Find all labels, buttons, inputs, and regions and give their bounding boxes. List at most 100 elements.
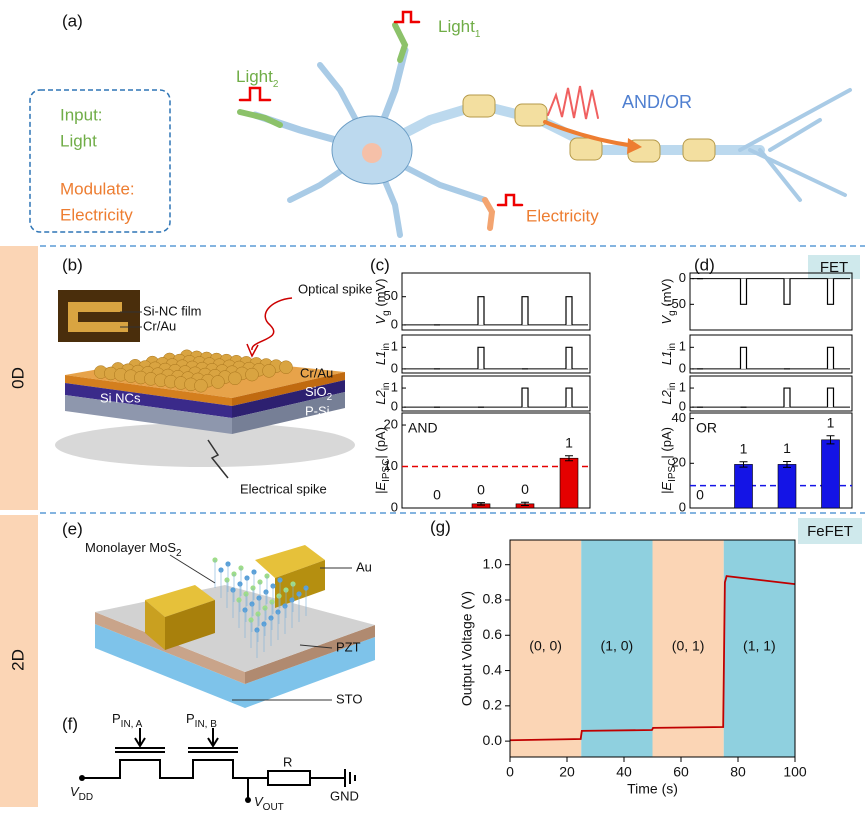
bar bbox=[734, 464, 753, 509]
y-tick-label: 1 bbox=[679, 339, 686, 354]
panel-label: (d) bbox=[694, 255, 715, 274]
electrode-label: Au bbox=[356, 559, 372, 574]
plot-frame bbox=[401, 412, 591, 509]
circuit bbox=[82, 728, 356, 800]
y-tick-label: 0.4 bbox=[483, 661, 503, 677]
label-main: L1 bbox=[659, 351, 674, 365]
label-unit: | (pA) bbox=[373, 427, 388, 459]
logic-label: AND bbox=[408, 420, 438, 436]
resistor bbox=[267, 770, 311, 786]
line bbox=[509, 575, 796, 742]
label-main: |E bbox=[373, 482, 388, 494]
electrical-arrow bbox=[207, 439, 229, 479]
error-bar bbox=[783, 461, 791, 468]
region bbox=[581, 540, 653, 757]
myelin bbox=[514, 103, 548, 127]
label-main: L1 bbox=[373, 351, 388, 365]
electrode bbox=[165, 600, 215, 650]
ferro-label: PZT bbox=[336, 639, 361, 654]
region bbox=[510, 540, 582, 757]
substrate-label: P-Si bbox=[305, 403, 330, 418]
input-value: Light bbox=[60, 131, 97, 150]
plot-frame bbox=[509, 539, 796, 758]
electrode bbox=[145, 600, 165, 650]
ground bbox=[310, 769, 356, 787]
y-tick-label: 20 bbox=[672, 455, 686, 470]
y-tick-label: 0 bbox=[391, 316, 398, 331]
layer-crau bbox=[65, 375, 232, 406]
light1-label: Light1 bbox=[438, 17, 481, 39]
region-label: (0, 1) bbox=[672, 638, 705, 654]
row-label: 2D bbox=[8, 649, 27, 671]
device-stack bbox=[65, 349, 345, 434]
x-axis-label: Time (s) bbox=[627, 781, 678, 797]
label-main: Monolayer MoS bbox=[85, 540, 176, 555]
optical-arrow bbox=[251, 297, 293, 351]
spike-train bbox=[547, 85, 599, 120]
modulate-value: Electricity bbox=[60, 205, 133, 224]
electrode bbox=[255, 545, 325, 578]
y-axis-label: L1in bbox=[373, 343, 391, 365]
label-unit: (mV) bbox=[659, 278, 674, 310]
bar bbox=[777, 464, 797, 509]
label-sub: IPSC bbox=[667, 459, 678, 482]
arrowhead bbox=[246, 343, 259, 358]
y-tick-label: 1 bbox=[391, 339, 398, 354]
label-main: V bbox=[373, 315, 388, 325]
region-label: (1, 1) bbox=[743, 638, 776, 654]
layer-crau bbox=[232, 372, 345, 406]
y-axis-label: L2in bbox=[373, 382, 391, 404]
myelin bbox=[462, 94, 496, 118]
nanocrystal bbox=[228, 371, 242, 386]
gate bbox=[115, 747, 238, 753]
y-tick-label: 50 bbox=[384, 288, 398, 303]
label-sub: 1 bbox=[475, 29, 481, 40]
arrow bbox=[543, 120, 637, 148]
x-tick-label: 60 bbox=[673, 764, 689, 780]
label-main: L2 bbox=[659, 389, 674, 404]
y-tick-label: 10 bbox=[384, 458, 398, 473]
error-bar bbox=[826, 435, 835, 445]
y-tick-label: 0 bbox=[679, 399, 686, 414]
synapse bbox=[392, 22, 409, 63]
pulse-icon bbox=[496, 193, 524, 207]
pulse bbox=[565, 296, 573, 325]
label-sub: g bbox=[381, 310, 392, 316]
y-tick-label: 0 bbox=[391, 360, 398, 375]
plot-frame bbox=[401, 334, 591, 374]
bar bbox=[559, 457, 579, 509]
electrical-label: Electrical spike bbox=[240, 481, 327, 496]
x-tick-label: 80 bbox=[730, 764, 746, 780]
oxide-label: SiO2 bbox=[305, 384, 333, 402]
region-label: (0, 0) bbox=[529, 638, 562, 654]
output-label: 0 bbox=[433, 487, 441, 503]
output-label: 1 bbox=[565, 434, 573, 450]
label-main: V bbox=[659, 315, 674, 325]
nucleus bbox=[362, 143, 382, 163]
label-unit: (mV) bbox=[373, 278, 388, 310]
layer-oxide bbox=[65, 383, 232, 418]
panel-label: (g) bbox=[430, 517, 451, 536]
tag: FeFET bbox=[807, 523, 853, 540]
panel-label: (f) bbox=[62, 714, 78, 733]
nanocrystal bbox=[211, 375, 225, 389]
plot-frame bbox=[689, 375, 853, 412]
ncs-label: Si NCs bbox=[100, 390, 141, 405]
y-tick-label: 0.2 bbox=[483, 697, 503, 713]
pulse-icon bbox=[238, 86, 272, 102]
substrate-label: STO bbox=[336, 691, 363, 706]
x-tick-label: 40 bbox=[616, 764, 632, 780]
label-sub: IPSC bbox=[381, 459, 392, 482]
vdd-label: VDD bbox=[70, 784, 93, 802]
electrode bbox=[145, 585, 215, 617]
pulse bbox=[477, 346, 485, 369]
label-sub: in bbox=[381, 343, 392, 351]
label-sub: DD bbox=[79, 792, 93, 803]
y-axis-label: |EIPSC| (pA) bbox=[373, 427, 391, 494]
nanocrystal bbox=[194, 378, 208, 393]
panel-label: (a) bbox=[62, 11, 83, 30]
film-label: Si-NC film bbox=[143, 303, 202, 318]
plot-frame bbox=[401, 272, 591, 331]
y-tick-label: 0.8 bbox=[483, 591, 503, 607]
y-tick-label: 0.6 bbox=[483, 626, 503, 642]
